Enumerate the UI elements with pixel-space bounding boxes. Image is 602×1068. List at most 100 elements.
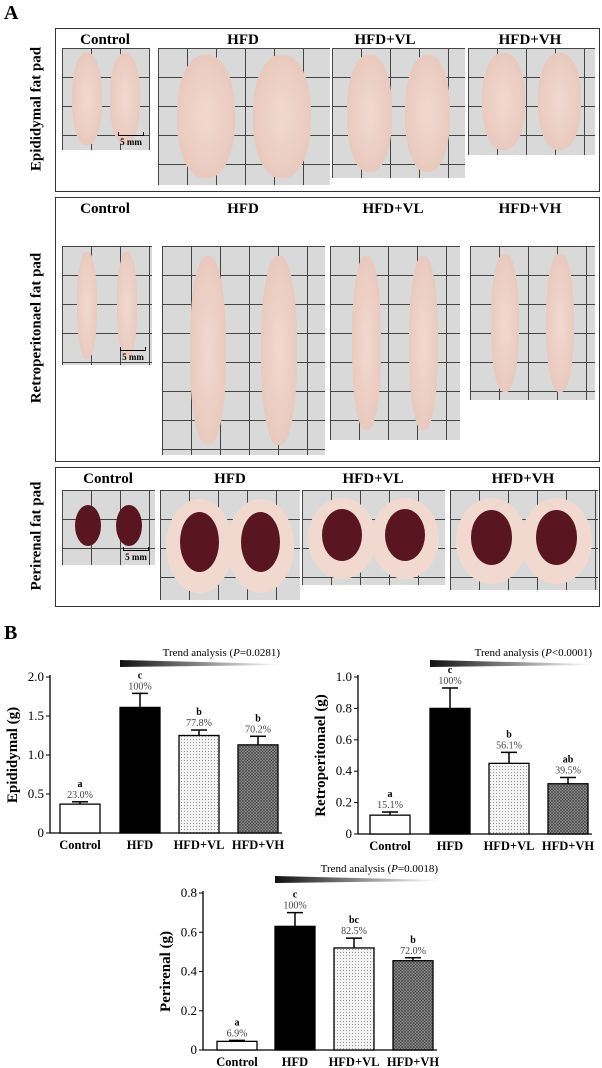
tissue-photo [62, 490, 155, 565]
y-tick-label: 1.0 [28, 747, 44, 762]
tissue-photo [450, 490, 598, 590]
bar-hfd [429, 707, 471, 835]
bar-hfd-vl [488, 762, 530, 835]
scale-bar: 5 mm [114, 132, 148, 147]
y-tick-label: 2.0 [28, 669, 44, 684]
y-axis-label: Retroperitonael (g) [313, 694, 329, 817]
significance-letter: b [196, 707, 202, 718]
fat-pad [71, 53, 102, 145]
bar-control [369, 814, 411, 835]
significance-letter: b [255, 713, 261, 724]
x-tick-label: HFD [437, 839, 463, 853]
trend-text: Trend analysis ( [475, 647, 546, 659]
y-axis-label: Perirenal (g) [158, 931, 174, 1012]
percent-label: 77.8% [186, 718, 212, 729]
group-label: Control [83, 471, 133, 487]
bar-control [59, 803, 101, 834]
percent-label: 6.9% [227, 1028, 248, 1039]
x-tick-label: HFD [127, 838, 153, 852]
significance-letter: ab [563, 754, 574, 765]
tissue-photo [302, 490, 445, 585]
kidney [535, 510, 578, 565]
significance-letter: a [235, 1017, 240, 1028]
x-tick-label: HFD+VH [387, 1055, 440, 1068]
panel-a-letter: A [4, 2, 19, 24]
significance-letter: a [78, 779, 83, 790]
kidney [75, 505, 102, 546]
y-tick-label: 0.4 [181, 964, 198, 979]
fat-pad [352, 255, 381, 431]
y-tick-label: 0.5 [28, 786, 44, 801]
scale-bar-line [120, 347, 146, 351]
fat-pad [189, 256, 226, 445]
trend-label: Trend analysis (P=0.0018) [321, 863, 439, 875]
significance-letter: c [448, 665, 453, 676]
trend-wedge [430, 660, 592, 667]
x-tick-label: HFD+VL [174, 838, 225, 852]
trend-text: P [544, 647, 552, 659]
tissue-photo [62, 48, 150, 150]
bar-hfd [274, 925, 316, 1051]
group-label: HFD+VL [354, 32, 416, 48]
bar-control [216, 1040, 258, 1051]
trend-label: Trend analysis (P<0.0001) [475, 647, 593, 659]
bar-hfd-vl [333, 947, 375, 1051]
percent-label: 100% [283, 901, 306, 912]
fat-pad [261, 256, 298, 445]
fat-pad [546, 253, 574, 393]
group-label: HFD+VH [491, 471, 555, 487]
group-label: Control [80, 32, 130, 48]
tissue-photo [162, 246, 325, 455]
y-tick-label: 0 [38, 825, 45, 840]
y-tick-label: 0.6 [336, 732, 353, 747]
scale-bar: 5 mm [119, 547, 153, 562]
tissue-photo [62, 246, 152, 365]
x-tick-label: Control [369, 839, 411, 853]
trend-text: Trend analysis ( [321, 863, 392, 875]
kidney [241, 512, 281, 573]
significance-letter: bc [349, 915, 360, 926]
x-tick-label: HFD [282, 1055, 308, 1068]
percent-label: 72.0% [400, 946, 426, 957]
scale-bar-line [123, 547, 149, 551]
y-tick-label: 0 [346, 826, 353, 841]
scale-bar: 5 mm [116, 347, 150, 362]
tissue-photo [158, 48, 330, 185]
trend-text: P [232, 647, 240, 659]
fat-pad [537, 53, 582, 150]
fat-pad [405, 54, 451, 172]
y-tick-label: 0.8 [181, 885, 197, 900]
kidney [322, 509, 363, 561]
x-tick-label: Control [59, 838, 101, 852]
trend-text: Trend analysis ( [163, 647, 234, 659]
x-tick-label: HFD+VH [232, 838, 285, 852]
perirenal-box [55, 467, 600, 607]
fat-pad [491, 253, 519, 393]
fat-pad [110, 53, 141, 145]
trend-label: Trend analysis (P=0.0281) [163, 647, 281, 659]
fat-pad [116, 251, 137, 360]
fat-pad [346, 54, 392, 172]
trend-wedge [275, 876, 438, 883]
tissue-photo [160, 490, 300, 600]
group-label: HFD+VH [498, 32, 562, 48]
significance-letter: c [138, 670, 143, 681]
bar-hfd-vl [178, 734, 220, 834]
kidney [470, 510, 513, 565]
group-label: Control [80, 201, 130, 217]
group-label: HFD [227, 201, 259, 217]
y-tick-label: 1.0 [336, 669, 352, 684]
tissue-photo [468, 48, 595, 155]
percent-label: 82.5% [341, 926, 367, 937]
y-tick-label: 0.8 [336, 700, 352, 715]
trend-text: =0.0281) [240, 647, 280, 659]
panel-b-letter: B [4, 622, 18, 644]
y-tick-label: 0.4 [336, 763, 353, 778]
kidney [179, 512, 219, 573]
y-tick-label: 1.5 [28, 708, 44, 723]
y-tick-label: 0.2 [181, 1003, 197, 1018]
x-tick-label: HFD+VL [484, 839, 535, 853]
significance-letter: b [506, 729, 512, 740]
kidney [115, 505, 142, 546]
